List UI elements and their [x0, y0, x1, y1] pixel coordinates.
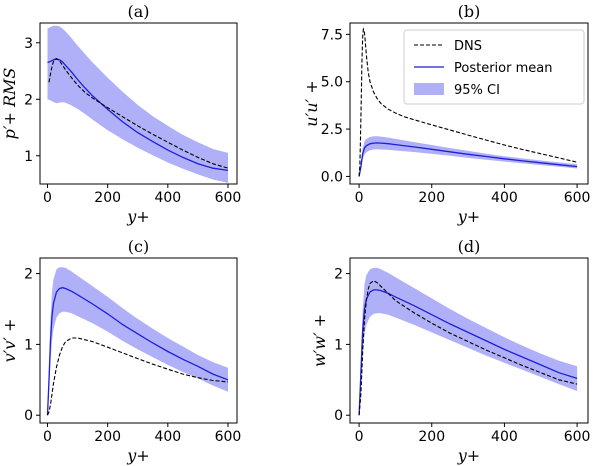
plot-area	[46, 267, 229, 416]
dns-line	[358, 27, 578, 177]
x-tick-label: 600	[215, 429, 242, 445]
svg-text:p′+ RMS: p′+ RMS	[0, 68, 19, 140]
posterior-mean-line	[358, 142, 578, 177]
legend: DNS Posterior mean 95% CI	[403, 29, 585, 105]
y-tick-label: 7.5	[321, 27, 343, 43]
legend-label: 95% CI	[454, 83, 500, 98]
x-tick-label: 400	[154, 429, 181, 445]
dns-line	[46, 337, 229, 416]
svg-text:u′u′ +: u′u′ +	[302, 80, 321, 126]
plot-area	[358, 267, 578, 416]
panel-title: (a)	[127, 2, 149, 21]
legend-item-posterior-mean: Posterior mean	[414, 61, 552, 76]
y-tick-label: 1	[334, 337, 343, 353]
x-axis-label: y+	[126, 207, 149, 226]
dns-line	[358, 280, 578, 416]
y-axis-label: u′u′ +	[302, 80, 321, 126]
legend-item-dns: DNS	[414, 39, 482, 54]
y-tick-label: 2.5	[321, 122, 343, 138]
svg-text:w′w′ +: w′w′ +	[310, 314, 329, 367]
legend-label: Posterior mean	[454, 61, 552, 76]
axes-frame	[39, 22, 238, 185]
x-axis-label: y+	[457, 446, 480, 465]
plot-area	[358, 27, 578, 177]
ci-band	[359, 267, 578, 416]
axes-frame	[39, 257, 238, 424]
svg-text:v′v′ +: v′v′ +	[0, 319, 19, 363]
panel-title: (c)	[128, 237, 149, 256]
x-tick-label: 600	[564, 190, 591, 206]
y-tick-label: 1	[24, 337, 33, 353]
chart-panel-3: 0 200 400 600 0 1 2 (c) y+ v′v′ +	[0, 237, 241, 465]
x-tick-label: 0	[355, 190, 364, 206]
x-tick-label: 0	[43, 429, 52, 445]
x-axis-label: y+	[126, 446, 149, 465]
chart-panel-4: 0 200 400 600 0 1 2 (d) y+ w′w′ +	[310, 237, 590, 465]
y-tick-label: 1	[24, 149, 33, 165]
y-tick-label: 0	[334, 408, 343, 424]
posterior-mean-line	[46, 287, 229, 416]
x-tick-label: 600	[215, 190, 242, 206]
chart-panel-2: 0 200 400 600 0.0 2.5 5.0 7.5 (b) y+ u′u′ + DNS Post…	[302, 2, 590, 226]
y-tick-label: 2	[334, 267, 343, 283]
x-tick-label: 400	[491, 190, 518, 206]
ci-band	[47, 25, 228, 183]
plot-area	[47, 25, 229, 183]
axes-frame	[349, 257, 589, 424]
x-tick-label: 200	[94, 190, 121, 206]
y-axis-label: p′+ RMS	[0, 68, 19, 140]
x-tick-label: 0	[355, 429, 364, 445]
ci-band	[47, 267, 228, 416]
legend-swatch-ci	[414, 83, 444, 95]
posterior-mean-line	[358, 289, 578, 416]
y-tick-label: 0	[24, 408, 33, 424]
y-tick-label: 2	[24, 92, 33, 108]
panel-title: (d)	[458, 237, 481, 256]
x-tick-label: 0	[43, 190, 52, 206]
dns-line	[48, 57, 229, 169]
x-tick-label: 200	[94, 429, 121, 445]
x-tick-label: 200	[418, 429, 445, 445]
x-axis-label: y+	[457, 207, 480, 226]
x-tick-label: 400	[491, 429, 518, 445]
y-axis-label: v′v′ +	[0, 319, 19, 363]
legend-item-ci: 95% CI	[414, 83, 500, 98]
chart-panel-1: 0 200 400 600 1 2 3 (a) y+ p′+ RMS	[0, 2, 241, 226]
legend-box	[403, 29, 585, 105]
axes-frame	[349, 22, 589, 185]
y-tick-label: 2	[24, 267, 33, 283]
legend-label: DNS	[454, 39, 482, 54]
y-axis-label: w′w′ +	[310, 314, 329, 367]
y-tick-label: 5.0	[321, 75, 343, 91]
x-tick-label: 600	[564, 429, 591, 445]
panel-title: (b)	[458, 2, 481, 21]
y-tick-label: 0.0	[321, 169, 343, 185]
y-tick-label: 3	[24, 36, 33, 52]
x-tick-label: 200	[418, 190, 445, 206]
ci-band	[359, 136, 578, 177]
x-tick-label: 400	[154, 190, 181, 206]
